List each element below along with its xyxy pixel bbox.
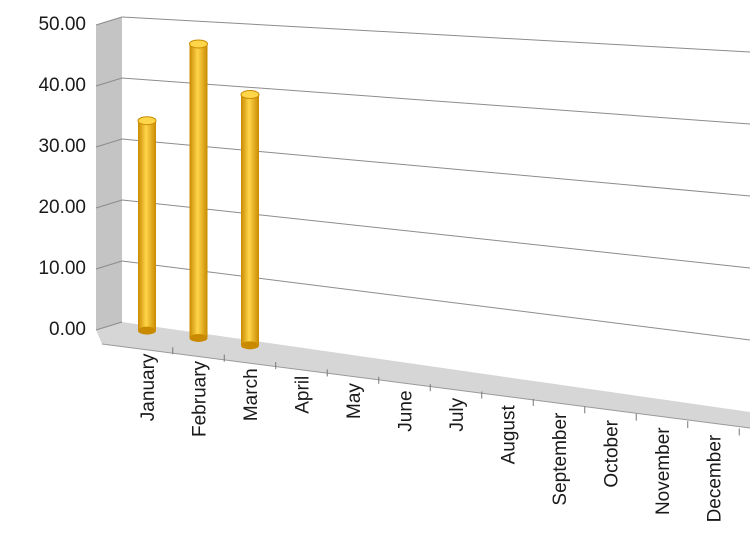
x-tick-label: March: [241, 368, 262, 421]
gridline: [121, 199, 751, 269]
y-tick-label: 0.00: [49, 319, 86, 340]
wall-tick: [95, 77, 123, 87]
gridline: [121, 16, 751, 53]
x-tick-label: July: [447, 397, 468, 431]
bars: [137, 39, 260, 350]
wall-tick: [95, 16, 123, 26]
y-tick-label: 40.00: [38, 75, 86, 96]
x-tick-label: October: [602, 419, 623, 487]
back-wall: [96, 17, 122, 330]
x-tick-label: February: [190, 360, 211, 437]
x-tick-label: May: [344, 383, 365, 419]
floor-plane: [96, 322, 750, 428]
floor: [96, 322, 750, 428]
bar-january: [138, 120, 156, 331]
x-axis-line: [101, 343, 751, 429]
bar-march: [241, 94, 259, 346]
gridlines: [95, 16, 751, 341]
bar-base: [241, 341, 259, 350]
x-tick-label: August: [499, 405, 520, 465]
bar-cap: [137, 116, 157, 126]
x-tick-label: November: [653, 427, 674, 515]
y-tick-label: 30.00: [38, 136, 86, 157]
bar-base: [189, 333, 208, 342]
side-wall: [96, 17, 122, 330]
x-tick-label: September: [550, 412, 571, 506]
bar-base: [138, 326, 156, 335]
wall-tick: [95, 138, 123, 148]
axes: [101, 343, 751, 436]
gridline: [121, 138, 751, 197]
bar-cap: [189, 39, 208, 49]
y-tick-label: 20.00: [38, 197, 86, 218]
x-tick-label: April: [293, 376, 314, 414]
x-tick-label: January: [138, 353, 159, 421]
bar-cap: [240, 90, 260, 100]
gridline: [121, 260, 751, 341]
x-tick-label: June: [396, 390, 417, 431]
y-tick-label: 10.00: [38, 258, 86, 279]
gridline: [121, 77, 751, 125]
wall-tick: [95, 260, 123, 270]
bar-february: [189, 43, 208, 338]
y-tick-label: 50.00: [38, 14, 86, 35]
x-tick-label: December: [705, 434, 726, 522]
labels: 0.00 10.00 20.00 30.00 40.00 50.00 January Febr…: [38, 14, 725, 522]
wall-tick: [95, 321, 123, 331]
wall-tick: [95, 199, 123, 209]
